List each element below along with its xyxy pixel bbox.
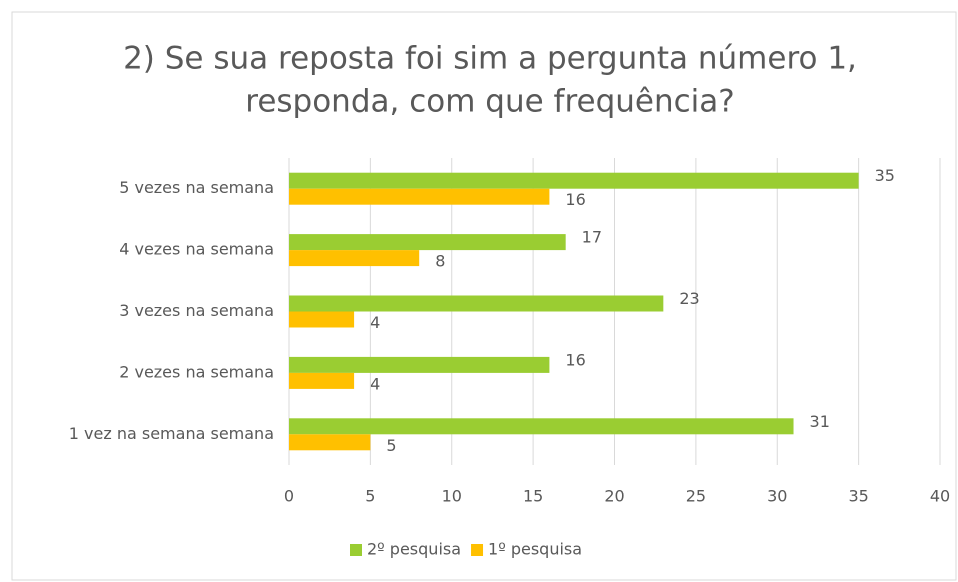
y-tick-label: 2 vezes na semana xyxy=(119,362,274,381)
bar xyxy=(289,188,550,205)
y-tick-label: 3 vezes na semana xyxy=(119,301,274,320)
data-label: 31 xyxy=(810,412,830,431)
legend-label: 2º pesquisa xyxy=(367,540,461,559)
data-label: 23 xyxy=(679,289,699,308)
bar xyxy=(289,372,355,389)
chart-title: 2) Se sua reposta foi sim a pergunta núm… xyxy=(123,41,857,77)
bar xyxy=(289,234,566,251)
data-label: 16 xyxy=(565,190,585,209)
data-label: 8 xyxy=(435,252,445,271)
x-tick-label: 35 xyxy=(848,487,868,506)
bar xyxy=(289,356,550,373)
x-tick-label: 0 xyxy=(284,487,294,506)
x-tick-label: 15 xyxy=(523,487,543,506)
data-label: 35 xyxy=(875,166,895,185)
data-label: 16 xyxy=(565,350,585,369)
x-tick-label: 30 xyxy=(767,487,787,506)
legend-label: 1º pesquisa xyxy=(488,540,582,559)
x-tick-label: 5 xyxy=(365,487,375,506)
y-tick-label: 1 vez na semana semana xyxy=(69,424,274,443)
bar xyxy=(289,418,794,435)
bar xyxy=(289,172,859,189)
data-label: 4 xyxy=(370,374,380,393)
chart-title: responda, com que frequência? xyxy=(245,84,734,120)
bar xyxy=(289,434,371,451)
y-tick-label: 4 vezes na semana xyxy=(119,240,274,259)
x-tick-label: 10 xyxy=(442,487,462,506)
legend-swatch xyxy=(471,544,484,556)
y-tick-label: 5 vezes na semana xyxy=(119,178,274,197)
x-tick-label: 40 xyxy=(930,487,950,506)
x-tick-label: 20 xyxy=(604,487,624,506)
data-label: 17 xyxy=(582,228,602,247)
data-label: 5 xyxy=(386,436,396,455)
bar xyxy=(289,250,420,267)
legend-swatch xyxy=(350,544,362,556)
data-label: 4 xyxy=(370,313,380,332)
x-tick-label: 25 xyxy=(686,487,706,506)
bar xyxy=(289,311,355,328)
bar xyxy=(289,295,664,312)
